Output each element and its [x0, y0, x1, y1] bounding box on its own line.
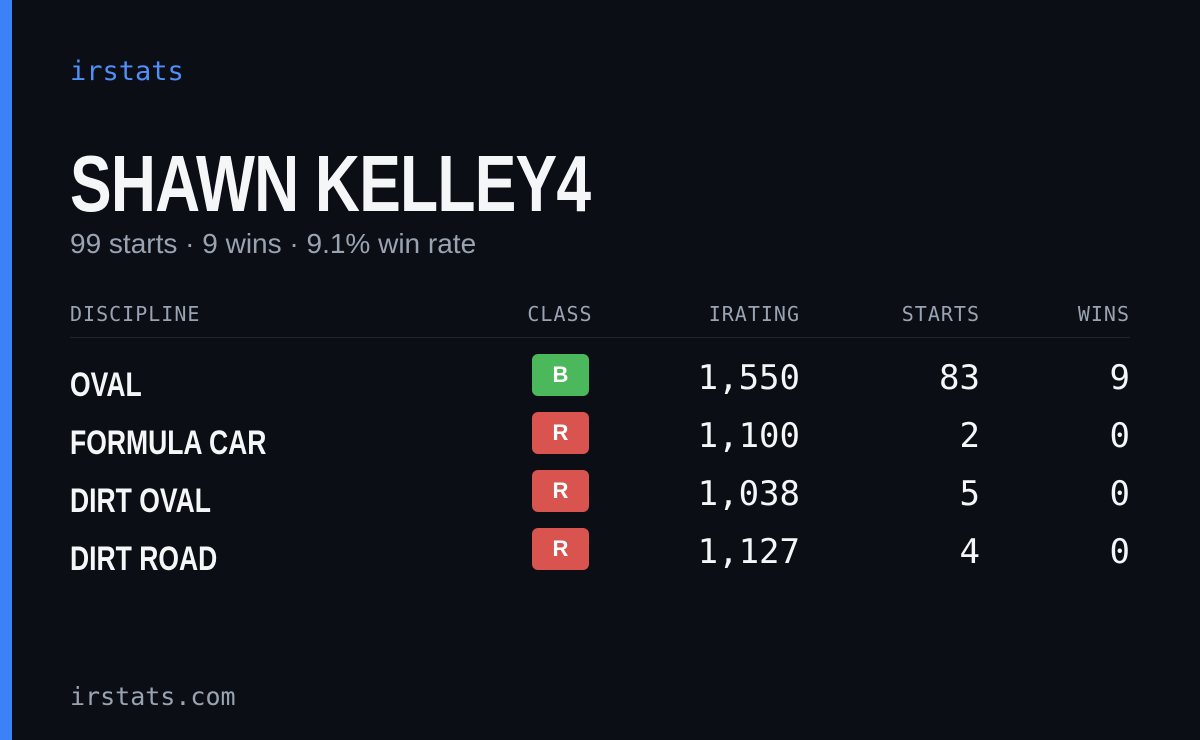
class-badge: R: [532, 412, 589, 454]
class-badge: R: [532, 528, 589, 570]
wins-value: 0: [1109, 416, 1130, 456]
starts-value: 4: [959, 532, 980, 572]
wins-value: 0: [1109, 532, 1130, 572]
irating-value: 1,127: [697, 532, 800, 572]
column-header: IRATING: [708, 302, 800, 326]
accent-bar: [0, 0, 12, 740]
wins-value: 0: [1109, 474, 1130, 514]
starts-value: 83: [939, 358, 980, 398]
starts-value: 5: [959, 474, 980, 514]
driver-name: SHAWN KELLEY4: [70, 139, 591, 228]
discipline: FORMULA CAR: [70, 424, 267, 462]
column-header: DISCIPLINE: [70, 302, 201, 326]
discipline: DIRT ROAD: [70, 540, 218, 578]
irating-value: 1,038: [697, 474, 800, 514]
irating-value: 1,100: [697, 416, 800, 456]
discipline: DIRT OVAL: [70, 482, 211, 520]
driver-summary: 99 starts · 9 wins · 9.1% win rate: [70, 228, 477, 259]
column-header: STARTS: [901, 302, 980, 326]
class-badge: R: [532, 470, 589, 512]
column-header: WINS: [1077, 302, 1130, 326]
brand: irstats: [70, 56, 184, 87]
header-rule: [70, 337, 1130, 338]
starts-value: 2: [959, 416, 980, 456]
class-badge: B: [532, 354, 589, 396]
irating-value: 1,550: [697, 358, 800, 398]
column-header: CLASS: [527, 302, 593, 326]
discipline: OVAL: [70, 366, 142, 404]
wins-value: 9: [1109, 358, 1130, 398]
footer: irstats.com: [70, 682, 236, 711]
